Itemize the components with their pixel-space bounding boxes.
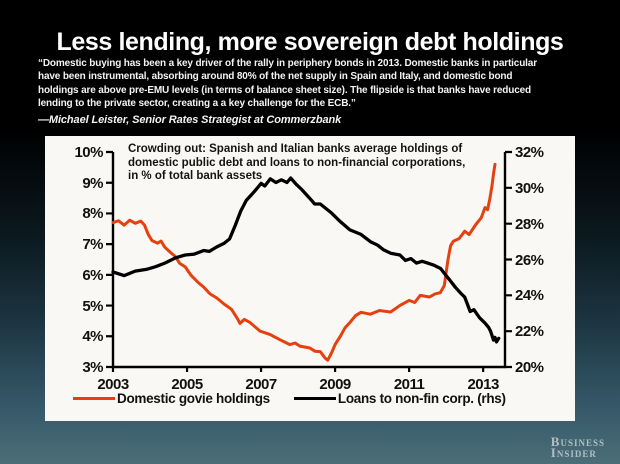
y-left-tick-label: 8% xyxy=(82,205,103,223)
y-left-tick-label: 4% xyxy=(82,328,103,346)
chart-svg xyxy=(106,150,512,372)
x-tick-label: 2003 xyxy=(97,376,129,393)
legend-item: Loans to non-fin corp. (rhs) xyxy=(293,391,506,406)
axis-ticks xyxy=(106,150,512,372)
legend-item: Domestic govie holdings xyxy=(73,391,270,406)
legend-swatch xyxy=(73,396,115,401)
y-right-tick-label: 26% xyxy=(515,251,544,269)
chart-legend: Domestic govie holdings Loans to non-fin … xyxy=(73,391,506,406)
quote-text: “Domestic buying has been a key driver o… xyxy=(38,58,537,109)
logo-line-business: Business xyxy=(550,434,605,449)
y-right-tick-label: 24% xyxy=(515,287,544,305)
quote-attribution: —Michael Leister, Senior Rates Strategis… xyxy=(38,114,342,126)
chart-title: Crowding out: Spanish and Italian banks … xyxy=(128,143,466,183)
y-right-tick-label: 20% xyxy=(515,359,544,376)
x-tick-label: 2009 xyxy=(319,376,351,393)
x-tick-label: 2013 xyxy=(467,376,499,393)
y-left-tick-label: 5% xyxy=(82,297,103,315)
y-right-tick-label: 28% xyxy=(515,215,544,233)
legend-label: Loans to non-fin corp. (rhs) xyxy=(337,391,506,406)
y-left-tick-label: 7% xyxy=(82,236,103,254)
y-left-tick-label: 9% xyxy=(82,174,103,192)
y-left-tick-label: 3% xyxy=(82,359,103,376)
x-tick-label: 2005 xyxy=(171,376,203,393)
series-line-loans-to-non-fin-corp-rhs- xyxy=(111,176,501,344)
legend-label: Domestic govie holdings xyxy=(117,391,270,406)
y-left-tick-label: 6% xyxy=(82,266,103,284)
chart-panel: Crowding out: Spanish and Italian banks … xyxy=(45,136,575,421)
y-left-tick-label: 10% xyxy=(74,144,103,161)
series-line-domestic-govie-holdings xyxy=(111,162,497,362)
x-tick-label: 2007 xyxy=(245,376,277,393)
legend-swatch xyxy=(293,396,336,401)
logo-line-insider: Insider xyxy=(550,445,597,460)
page-title: Less lending, more sovereign debt holdin… xyxy=(56,27,564,56)
y-right-tick-label: 22% xyxy=(515,323,544,341)
x-tick-label: 2011 xyxy=(393,376,425,393)
business-insider-logo: Business Insider xyxy=(550,434,605,460)
y-right-tick-label: 30% xyxy=(515,179,544,197)
y-right-tick-label: 32% xyxy=(515,144,544,161)
